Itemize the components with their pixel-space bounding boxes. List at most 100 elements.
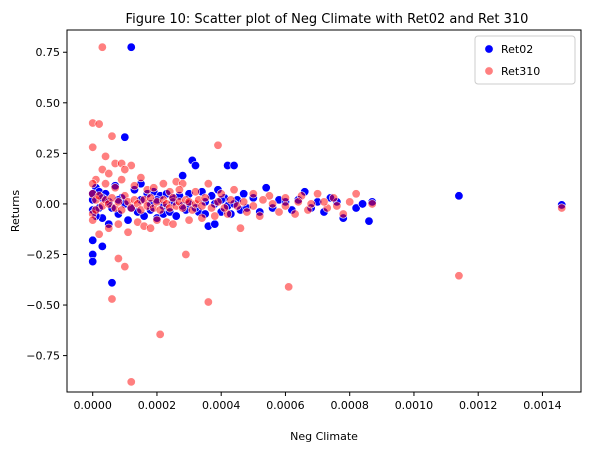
point-ret310 — [290, 209, 300, 219]
point-ret310 — [207, 203, 217, 213]
point-ret310 — [235, 223, 245, 233]
x-tick-label: 0.0012 — [459, 399, 498, 412]
point-ret310 — [91, 205, 101, 215]
point-ret310 — [104, 169, 114, 179]
point-ret02 — [126, 42, 136, 52]
point-ret310 — [332, 201, 342, 211]
x-tick-label: 0.0008 — [330, 399, 369, 412]
point-ret310 — [197, 213, 207, 223]
plot-frame — [66, 29, 582, 393]
point-ret310 — [264, 191, 274, 201]
point-ret310 — [268, 199, 278, 209]
y-tick-label: 0.00 — [36, 198, 61, 211]
point-ret310 — [94, 119, 104, 129]
point-ret310 — [113, 254, 123, 264]
legend-marker-ret02 — [484, 44, 494, 54]
point-ret02 — [229, 160, 239, 170]
point-ret310 — [329, 193, 339, 203]
point-ret310 — [158, 179, 168, 189]
point-ret310 — [200, 193, 210, 203]
chart-title: Figure 10: Scatter plot of Neg Climate w… — [126, 12, 529, 27]
point-ret310 — [219, 203, 229, 213]
point-ret310 — [226, 195, 236, 205]
point-ret310 — [338, 209, 348, 219]
point-ret310 — [88, 215, 98, 225]
y-tick-label: 0.50 — [36, 97, 61, 110]
point-ret310 — [88, 179, 98, 189]
point-ret310 — [181, 249, 191, 259]
point-ret310 — [229, 185, 239, 195]
point-ret310 — [120, 165, 130, 175]
point-ret310 — [319, 197, 329, 207]
point-ret02 — [454, 191, 464, 201]
point-ret310 — [146, 223, 156, 233]
point-ret310 — [203, 297, 213, 307]
point-ret310 — [110, 183, 120, 193]
point-ret310 — [184, 215, 194, 225]
x-tick-label: 0.0004 — [202, 399, 241, 412]
point-ret310 — [280, 201, 290, 211]
legend-marker-ret310 — [484, 66, 494, 76]
point-ret310 — [255, 211, 265, 221]
point-ret02 — [261, 183, 271, 193]
point-ret310 — [123, 227, 133, 237]
point-ret310 — [104, 223, 114, 233]
point-ret310 — [232, 201, 242, 211]
point-ret310 — [248, 189, 258, 199]
point-ret310 — [178, 203, 188, 213]
point-ret310 — [293, 197, 303, 207]
point-ret310 — [213, 197, 223, 207]
y-axis-label: Returns — [9, 190, 22, 233]
point-ret310 — [242, 207, 252, 217]
point-ret310 — [136, 173, 146, 183]
x-tick-label: 0.0006 — [266, 399, 305, 412]
point-ret02 — [97, 241, 107, 251]
point-ret310 — [107, 193, 117, 203]
point-ret310 — [274, 207, 284, 217]
point-ret310 — [133, 217, 143, 227]
y-tick-label: 0.75 — [36, 46, 61, 59]
point-ret310 — [174, 185, 184, 195]
point-ret310 — [168, 193, 178, 203]
point-ret310 — [306, 199, 316, 209]
y-tick-label: 0.25 — [36, 147, 61, 160]
point-ret02 — [171, 211, 181, 221]
point-ret310 — [197, 201, 207, 211]
y-tick-label: −0.50 — [26, 299, 60, 312]
point-ret310 — [367, 199, 377, 209]
legend-label-ret310: Ret310 — [501, 65, 540, 78]
point-ret310 — [113, 219, 123, 229]
point-ret02 — [178, 171, 188, 181]
point-ret310 — [210, 211, 220, 221]
point-ret02 — [88, 257, 98, 267]
x-tick-label: 0.0000 — [73, 399, 112, 412]
point-ret02 — [107, 278, 117, 288]
point-ret310 — [248, 201, 258, 211]
point-ret02 — [120, 132, 130, 142]
point-ret310 — [88, 142, 98, 152]
point-ret02 — [364, 216, 374, 226]
point-ret310 — [168, 219, 178, 229]
point-ret02 — [191, 160, 201, 170]
point-ret02 — [123, 215, 133, 225]
point-ret310 — [97, 42, 107, 52]
x-axis: 0.0000 0.0002 0.0004 0.0006 0.0008 0.0010 0.00… — [73, 392, 562, 412]
point-ret310 — [345, 197, 355, 207]
point-ret310 — [117, 205, 127, 215]
point-ret02 — [239, 189, 249, 199]
x-tick-label: 0.0002 — [138, 399, 177, 412]
point-ret310 — [152, 215, 162, 225]
y-axis: −0.75 −0.50 −0.25 0.00 0.25 0.50 0.75 — [26, 46, 67, 363]
point-ret310 — [107, 131, 117, 141]
point-ret310 — [213, 140, 223, 150]
point-ret310 — [97, 165, 107, 175]
point-ret310 — [94, 191, 104, 201]
point-ret310 — [101, 151, 111, 161]
point-ret310 — [313, 189, 323, 199]
legend-box — [474, 35, 576, 85]
x-tick-label: 0.0014 — [523, 399, 562, 412]
point-ret310 — [155, 329, 165, 339]
legend: Ret02 Ret310 — [474, 35, 576, 85]
point-ret310 — [203, 179, 213, 189]
